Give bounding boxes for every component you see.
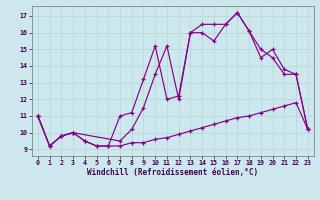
X-axis label: Windchill (Refroidissement éolien,°C): Windchill (Refroidissement éolien,°C) [87,168,258,177]
